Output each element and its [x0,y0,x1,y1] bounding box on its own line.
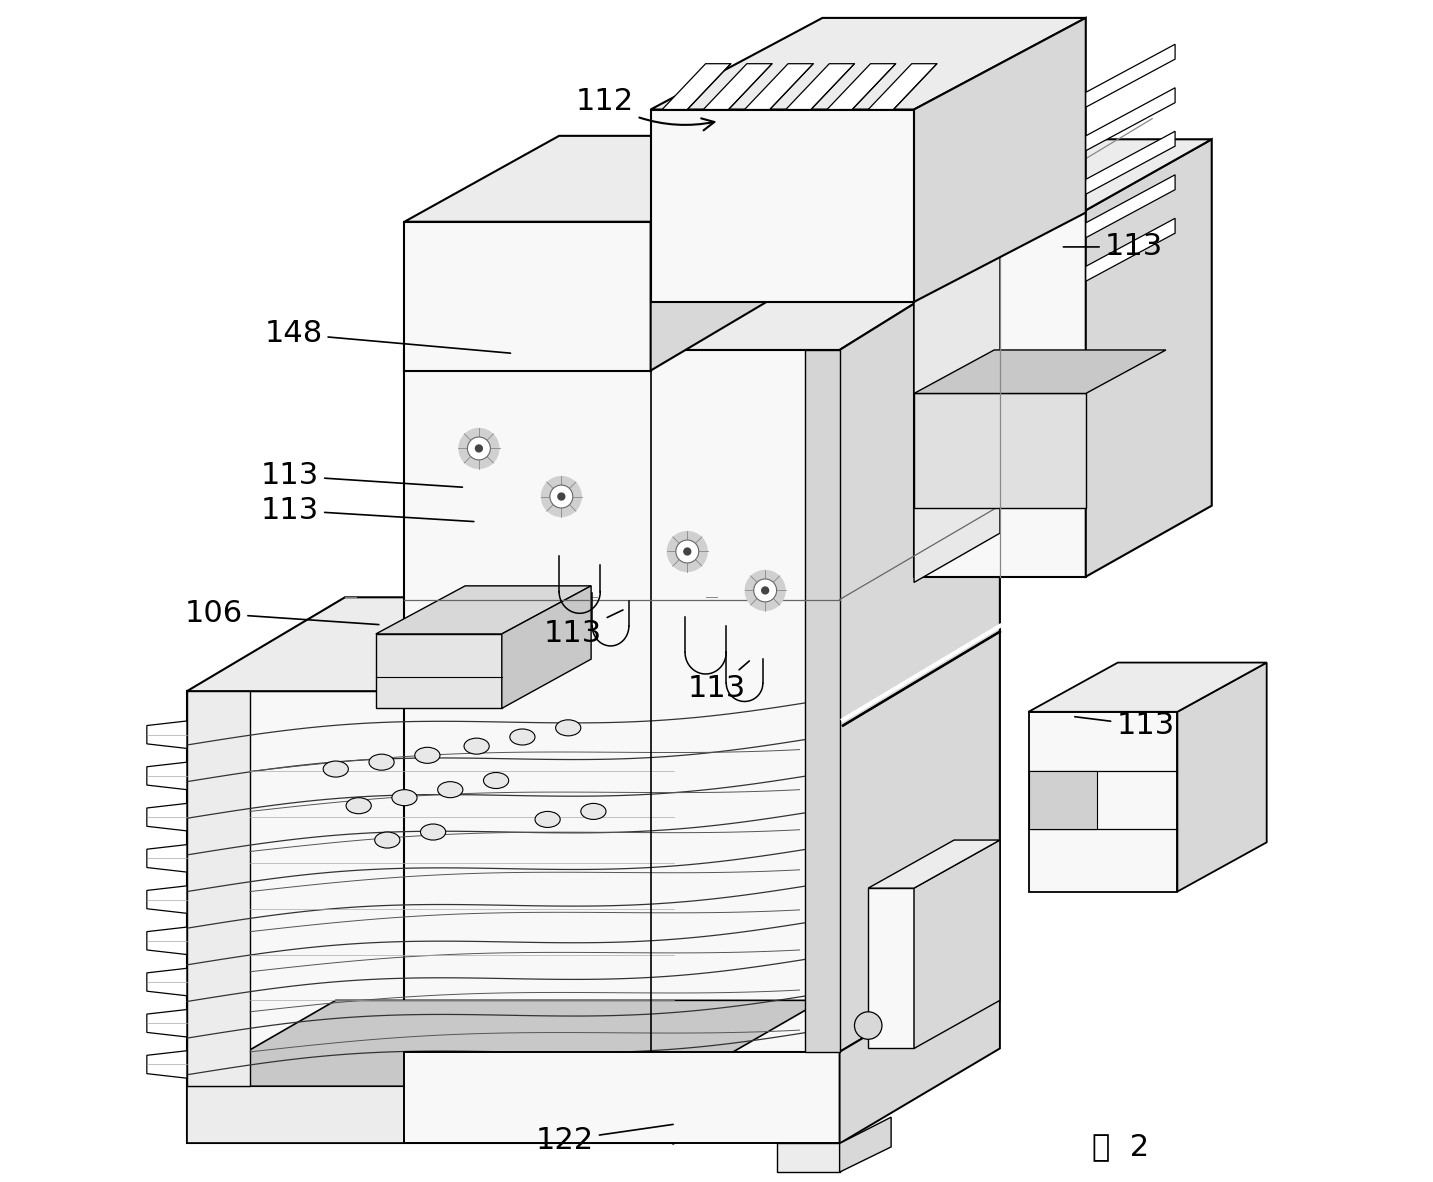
Polygon shape [146,885,186,914]
Ellipse shape [464,738,489,754]
Polygon shape [868,64,937,110]
Text: 113: 113 [1075,712,1175,740]
Polygon shape [404,222,651,371]
Polygon shape [375,634,502,708]
Circle shape [676,540,699,563]
Polygon shape [1086,175,1175,238]
Circle shape [684,548,691,554]
Polygon shape [651,18,1086,110]
Ellipse shape [324,761,348,777]
Polygon shape [914,394,1086,508]
Text: 113: 113 [688,661,749,703]
Polygon shape [805,350,840,1052]
Polygon shape [840,957,1000,1143]
Text: 113: 113 [261,461,463,491]
Polygon shape [1086,139,1212,577]
Ellipse shape [374,832,400,847]
Polygon shape [914,350,1166,394]
Polygon shape [840,1117,891,1173]
Polygon shape [1086,131,1175,194]
Polygon shape [1029,663,1267,712]
Polygon shape [404,136,805,222]
Polygon shape [1029,772,1098,829]
Polygon shape [146,762,186,790]
Text: 112: 112 [576,87,715,130]
Text: 113: 113 [543,610,623,649]
Polygon shape [146,845,186,872]
Circle shape [854,1012,881,1039]
Ellipse shape [368,754,394,771]
Polygon shape [146,1009,186,1037]
Polygon shape [146,1051,186,1078]
Circle shape [467,437,490,460]
Polygon shape [186,597,831,691]
Ellipse shape [535,811,560,827]
Polygon shape [785,64,854,110]
Polygon shape [146,927,186,955]
Polygon shape [651,136,805,371]
Ellipse shape [510,729,535,745]
Polygon shape [1086,219,1175,281]
Circle shape [754,579,777,602]
Polygon shape [186,691,249,1086]
Polygon shape [674,597,831,1143]
Polygon shape [146,804,186,831]
Polygon shape [868,840,1000,888]
Polygon shape [1086,44,1175,108]
Polygon shape [186,1086,674,1143]
Polygon shape [777,1143,840,1173]
Polygon shape [146,968,186,995]
Circle shape [557,493,565,500]
Polygon shape [827,64,896,110]
Circle shape [762,587,768,593]
Ellipse shape [483,773,509,788]
Polygon shape [186,1000,823,1086]
Polygon shape [186,691,674,1143]
Polygon shape [1086,87,1175,151]
Polygon shape [404,350,840,1052]
Polygon shape [745,64,814,110]
Circle shape [476,444,483,452]
Polygon shape [502,586,592,708]
Ellipse shape [391,790,417,806]
Circle shape [745,570,785,611]
Text: 106: 106 [185,599,378,628]
Ellipse shape [347,798,371,813]
Text: 113: 113 [261,495,474,525]
Polygon shape [651,110,914,301]
Polygon shape [914,840,1000,1048]
Ellipse shape [580,804,606,819]
Ellipse shape [414,747,440,764]
Polygon shape [704,64,772,110]
Ellipse shape [556,720,580,736]
Polygon shape [868,888,914,1048]
Polygon shape [840,251,1000,1052]
Text: 图  2: 图 2 [1092,1132,1149,1162]
Polygon shape [914,18,1086,301]
Text: 122: 122 [536,1124,674,1155]
Polygon shape [404,1052,840,1143]
Polygon shape [404,251,1000,350]
Polygon shape [1178,663,1267,891]
Polygon shape [914,139,1212,210]
Polygon shape [375,586,592,634]
Circle shape [540,476,582,518]
Polygon shape [1029,712,1178,891]
Polygon shape [914,210,1086,577]
Polygon shape [914,251,1000,583]
Ellipse shape [437,781,463,798]
Text: 113: 113 [1063,233,1164,261]
Circle shape [550,485,573,508]
Circle shape [666,531,708,572]
Polygon shape [662,64,731,110]
Text: 148: 148 [264,319,510,353]
Circle shape [459,428,500,469]
Polygon shape [146,721,186,748]
Ellipse shape [420,824,446,840]
